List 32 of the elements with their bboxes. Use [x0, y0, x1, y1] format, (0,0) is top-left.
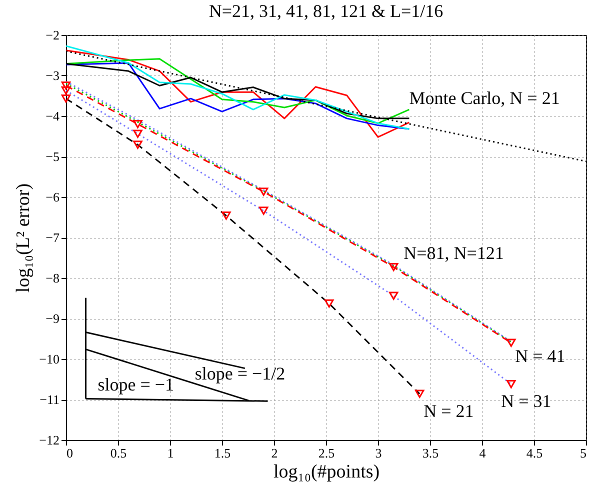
series-label: N = 41	[515, 346, 566, 366]
x-tick-label: 1	[167, 446, 174, 460]
y-tick-label: −10	[39, 352, 60, 366]
y-tick-label: −3	[46, 68, 60, 83]
chart-title: N=21, 31, 41, 81, 121 & L=1/16	[208, 1, 444, 21]
y-tick-label: −12	[39, 432, 60, 448]
x-tick-label: 3	[375, 446, 382, 460]
x-tick-label: 0.5	[110, 446, 127, 460]
x-axis-title: log₁₀(#points)	[273, 462, 380, 482]
y-tick-label: −8	[46, 270, 60, 286]
x-tick-label: 2	[271, 446, 278, 460]
y-tick-label: −2	[46, 28, 60, 42]
y-tick-label: −6	[46, 190, 60, 204]
y-tick-label: −5	[46, 149, 60, 164]
series-label: N=81, N=121	[404, 242, 504, 263]
y-tick-label: −9	[46, 311, 60, 326]
series-label: slope = −1/2	[194, 363, 286, 384]
y-tick-label: −11	[40, 392, 60, 407]
series-label: Monte Carlo, N = 21	[409, 88, 560, 108]
x-tick-label: 4	[479, 446, 486, 460]
series-label: N = 21	[424, 400, 474, 421]
y-axis-title: log₁₀(L² error)	[13, 183, 34, 293]
x-tick-label: 5	[580, 446, 586, 460]
series-label: slope = −1	[98, 374, 174, 394]
x-tick-label: 1.5	[214, 446, 231, 460]
x-tick-label: 0	[66, 446, 73, 460]
y-tick-label: −7	[46, 230, 60, 245]
series-label: N = 31	[501, 391, 552, 412]
x-tick-label: 3.5	[422, 446, 439, 460]
y-tick-label: −4	[46, 108, 60, 124]
x-tick-label: 4.5	[526, 446, 543, 460]
x-tick-label: 2.5	[318, 446, 335, 460]
